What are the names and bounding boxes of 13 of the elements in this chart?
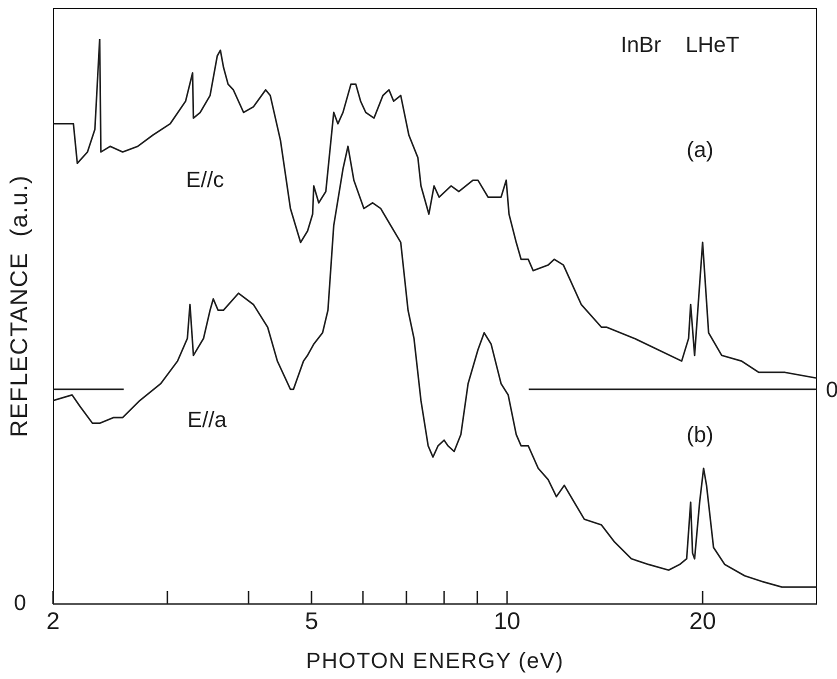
annotation: (a) — [686, 137, 714, 162]
annotation: InBr LHeT — [620, 32, 740, 57]
text: 0 — [826, 377, 837, 402]
annotation: (b) — [686, 422, 714, 447]
x-tick-label: 2 — [46, 608, 60, 635]
text: 0 — [14, 590, 26, 615]
annotation: E//a — [187, 407, 227, 432]
x-tick-label: 10 — [494, 608, 520, 635]
x-tick-label: 5 — [304, 608, 318, 635]
y-axis-title: REFLECTANCE (a.u.) — [6, 174, 34, 438]
annotation: E//c — [186, 167, 224, 192]
x-tick-label: 20 — [689, 608, 716, 635]
x-axis-title: PHOTON ENERGY (eV) — [306, 648, 564, 673]
